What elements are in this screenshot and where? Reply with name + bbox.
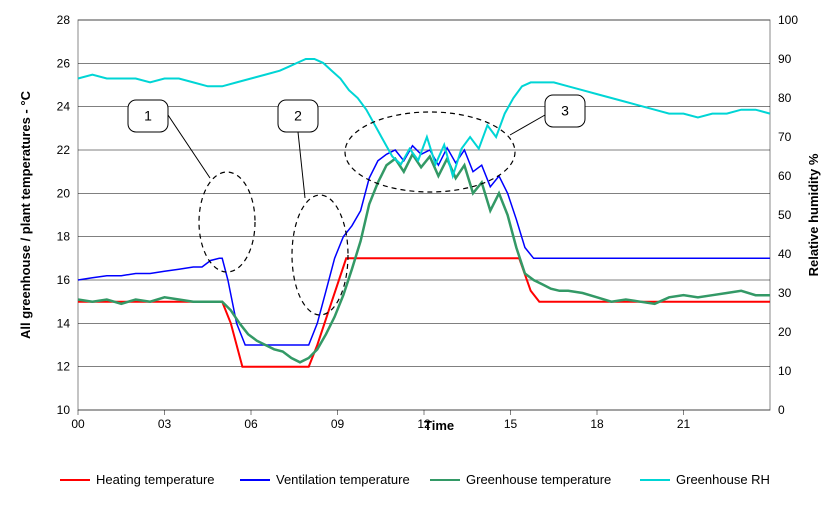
callout-label-2: 2 [294, 108, 302, 124]
svg-text:80: 80 [778, 91, 792, 105]
legend-label: Greenhouse RH [676, 472, 770, 487]
svg-text:16: 16 [57, 273, 71, 287]
svg-text:20: 20 [57, 186, 71, 200]
svg-text:09: 09 [331, 417, 345, 431]
svg-text:60: 60 [778, 169, 792, 183]
legend-label: Ventilation temperature [276, 472, 410, 487]
svg-text:00: 00 [71, 417, 85, 431]
chart-canvas: 1012141618202224262801020304050607080901… [0, 0, 828, 510]
svg-text:12: 12 [57, 360, 71, 374]
svg-text:30: 30 [778, 286, 792, 300]
svg-text:70: 70 [778, 130, 792, 144]
svg-text:26: 26 [57, 56, 71, 70]
svg-text:50: 50 [778, 208, 792, 222]
svg-text:28: 28 [57, 13, 71, 27]
svg-text:10: 10 [57, 403, 71, 417]
svg-text:100: 100 [778, 13, 798, 27]
svg-text:24: 24 [57, 100, 71, 114]
series-ventilation-temperature [78, 146, 770, 345]
callout-ellipse-3 [345, 112, 515, 192]
svg-text:03: 03 [158, 417, 172, 431]
greenhouse-chart: 1012141618202224262801020304050607080901… [0, 0, 828, 510]
svg-text:90: 90 [778, 52, 792, 66]
svg-text:All greenhouse / plant tempera: All greenhouse / plant temperatures - °C [18, 90, 33, 339]
series-greenhouse-rh [78, 59, 770, 176]
svg-text:14: 14 [57, 316, 71, 330]
svg-text:18: 18 [57, 230, 71, 244]
callout-label-3: 3 [561, 103, 569, 119]
svg-text:20: 20 [778, 325, 792, 339]
callout-ellipse-2 [292, 195, 348, 315]
callout-ellipse-1 [199, 172, 255, 272]
series-heating-temperature [78, 258, 770, 366]
svg-text:06: 06 [244, 417, 258, 431]
svg-text:21: 21 [677, 417, 691, 431]
callout-label-1: 1 [144, 108, 152, 124]
svg-text:10: 10 [778, 364, 792, 378]
legend-label: Heating temperature [96, 472, 215, 487]
svg-text:Time: Time [424, 418, 454, 433]
svg-text:0: 0 [778, 403, 785, 417]
svg-text:18: 18 [590, 417, 604, 431]
legend-label: Greenhouse temperature [466, 472, 611, 487]
svg-text:40: 40 [778, 247, 792, 261]
svg-text:15: 15 [504, 417, 518, 431]
svg-text:Relative humidity %: Relative humidity % [806, 153, 821, 276]
svg-text:22: 22 [57, 143, 71, 157]
